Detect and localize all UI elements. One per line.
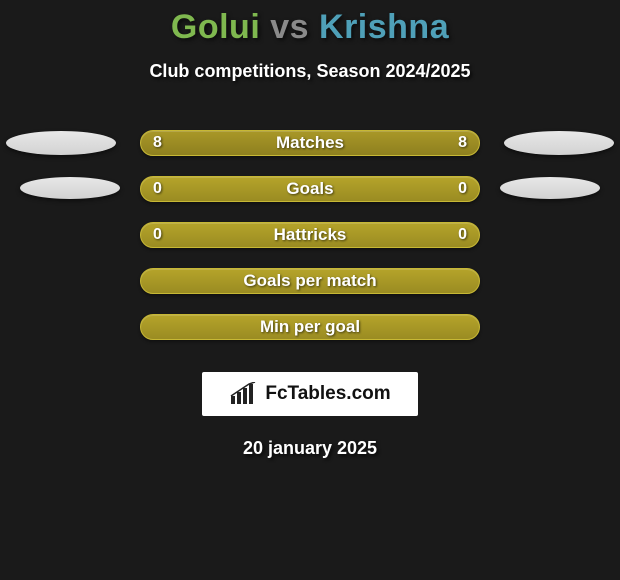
stat-row: Min per goal [0,304,620,350]
stat-right-value: 0 [433,226,467,244]
logo-text: FcTables.com [265,383,390,405]
stat-row: 8 Matches 8 [0,120,620,166]
stat-right-value: 8 [433,134,467,152]
left-accent-ellipse [6,131,116,155]
stat-bar: 0 Goals 0 [140,176,480,202]
stat-bar: Min per goal [140,314,480,340]
stat-left-value: 8 [153,134,187,152]
stat-left-value: 0 [153,226,187,244]
stat-bar: 0 Hattricks 0 [140,222,480,248]
stat-row: 0 Hattricks 0 [0,212,620,258]
comparison-card: Golui vs Krishna Club competitions, Seas… [0,0,620,580]
title-vs: vs [270,8,309,46]
stat-rows: 8 Matches 8 0 Goals 0 0 Hattricks 0 [0,120,620,350]
stat-left-value: 0 [153,180,187,198]
subtitle: Club competitions, Season 2024/2025 [0,61,620,82]
stat-row: 0 Goals 0 [0,166,620,212]
stat-bar: 8 Matches 8 [140,130,480,156]
title: Golui vs Krishna [0,0,620,47]
stat-label: Goals per match [187,271,433,291]
stat-right-value: 0 [433,180,467,198]
bar-chart-icon [229,382,259,406]
left-accent-ellipse [20,177,120,199]
stat-label: Hattricks [187,225,433,245]
stat-row: Goals per match [0,258,620,304]
title-player2: Krishna [319,8,449,46]
stat-label: Goals [187,179,433,199]
date: 20 january 2025 [0,438,620,459]
right-accent-ellipse [504,131,614,155]
stat-label: Matches [187,133,433,153]
stat-bar: Goals per match [140,268,480,294]
logo-box: FcTables.com [202,372,418,416]
stat-label: Min per goal [187,317,433,337]
title-player1: Golui [171,8,260,46]
right-accent-ellipse [500,177,600,199]
